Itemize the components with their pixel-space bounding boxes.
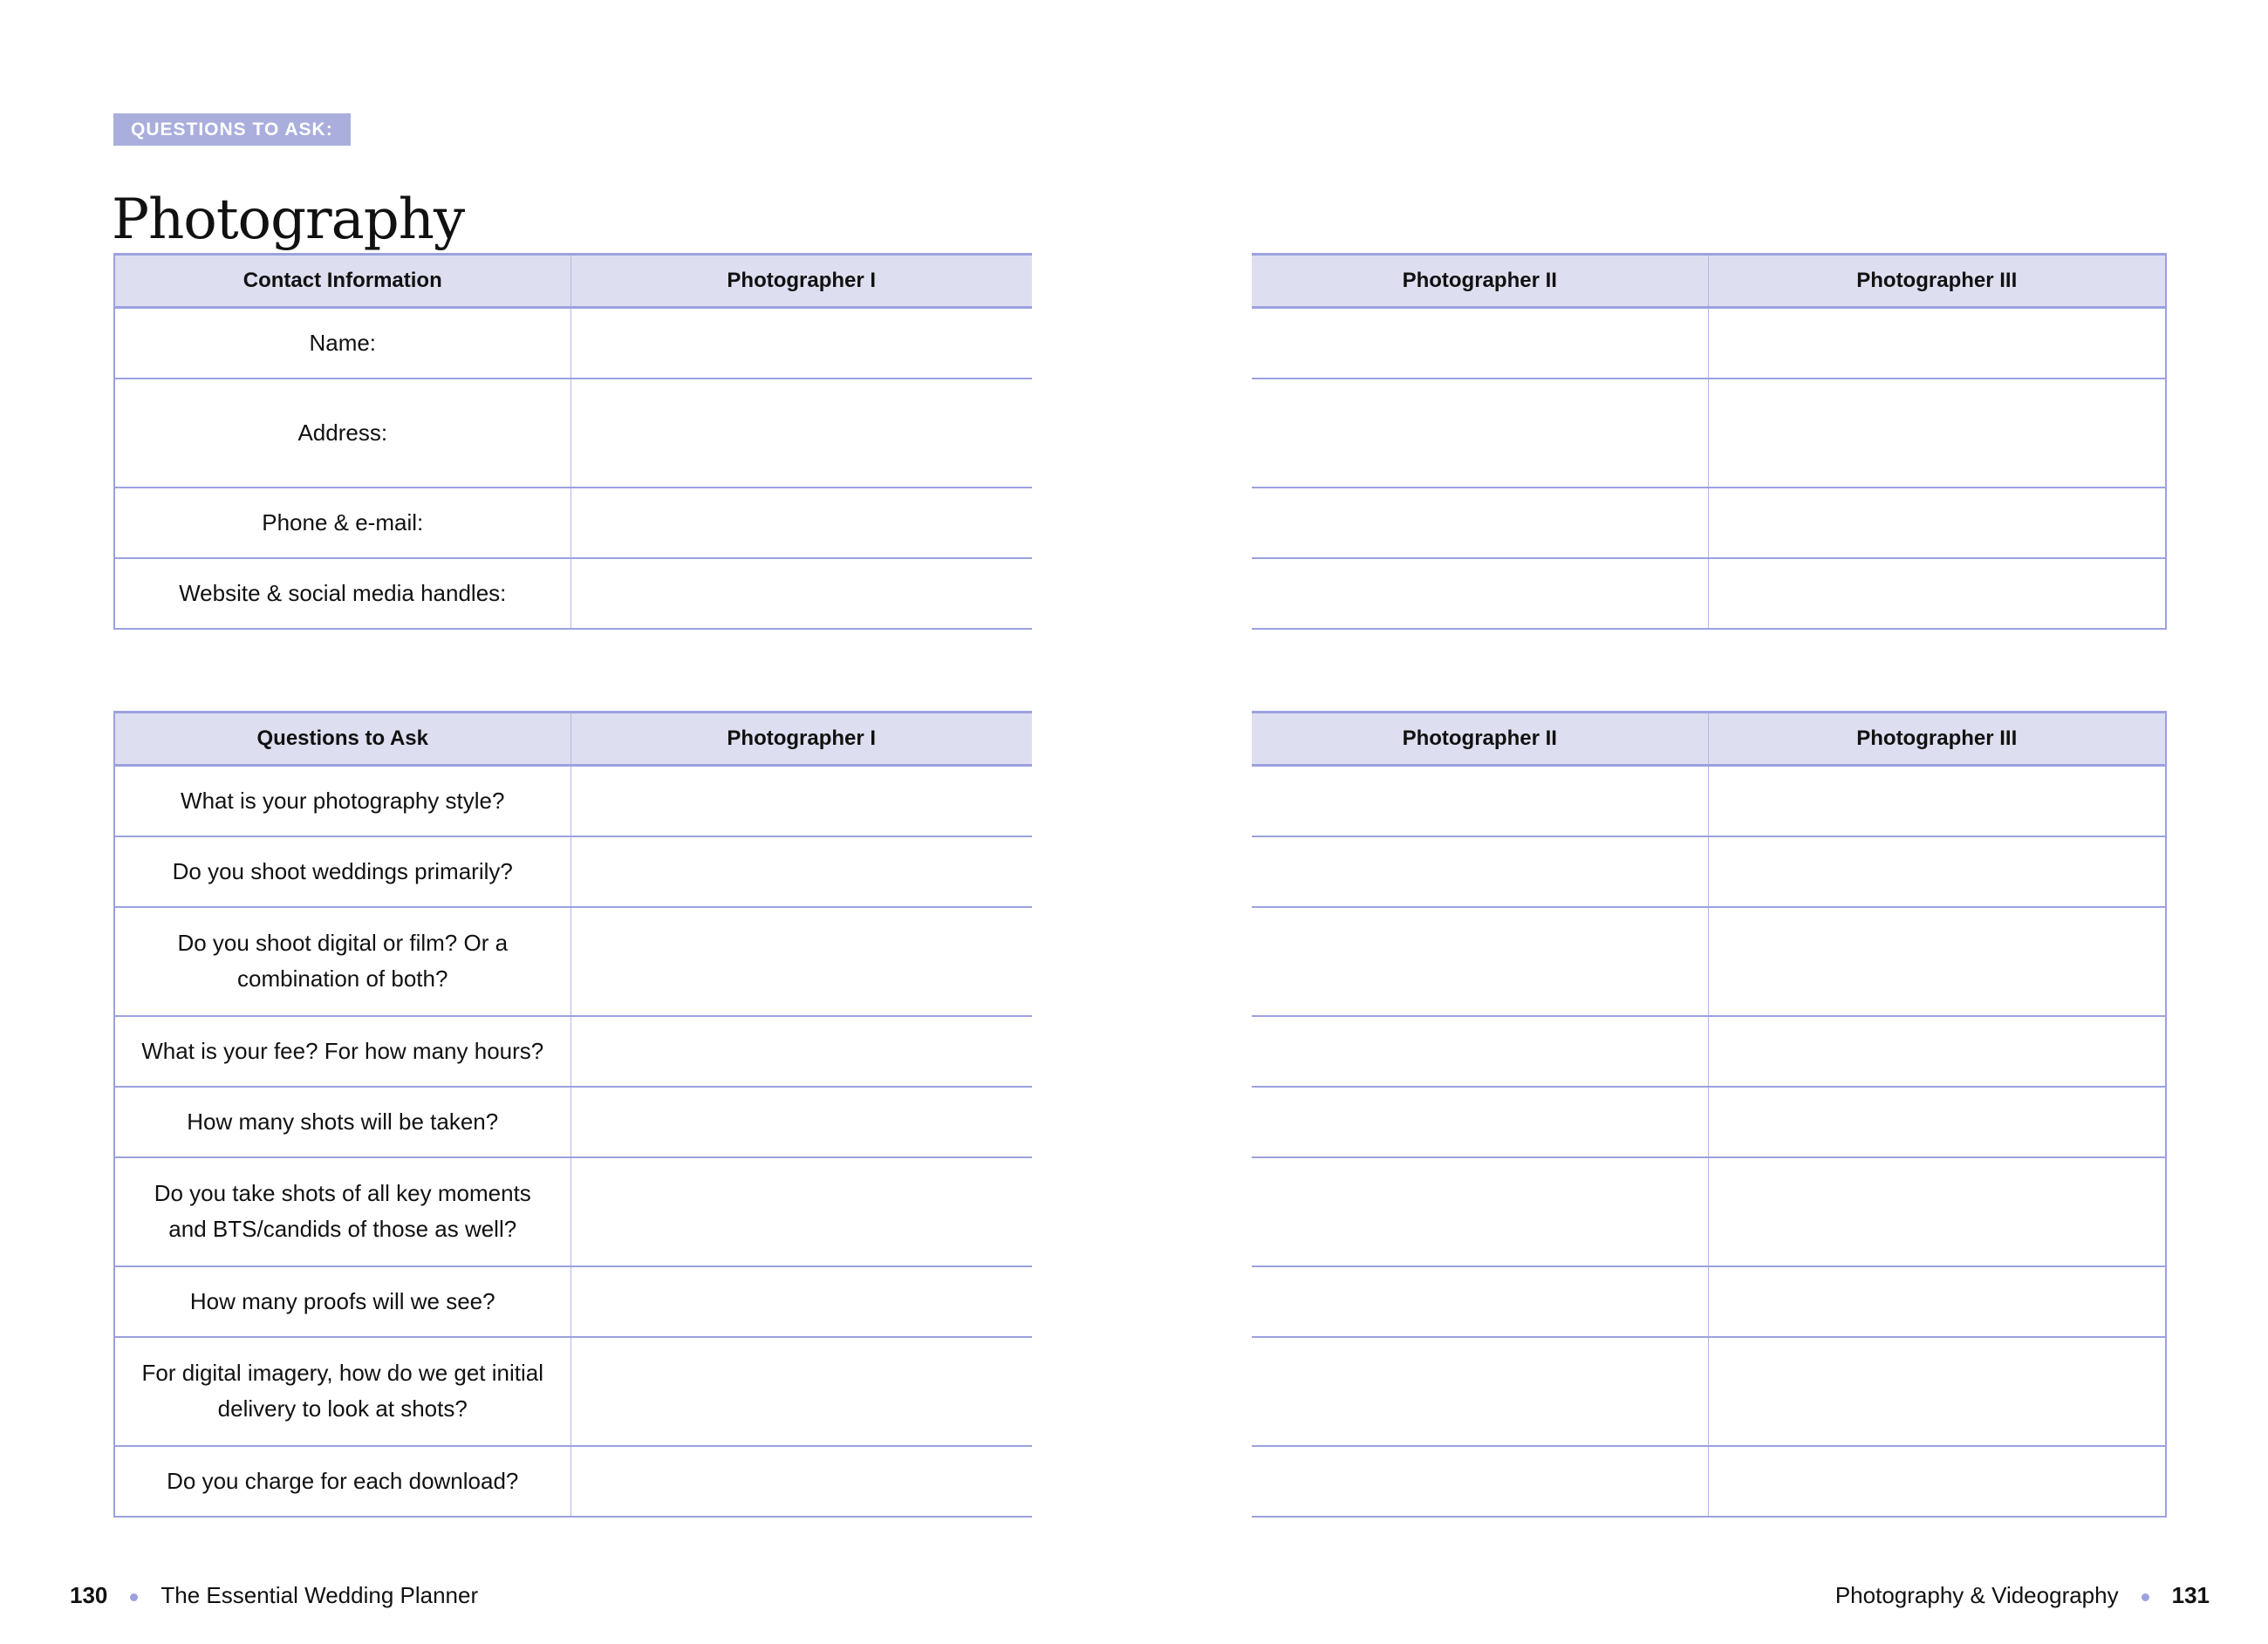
- answer-cell[interactable]: [570, 377, 1032, 488]
- questions-table-left: Questions to Ask Photographer I What is y…: [113, 711, 1032, 1518]
- footer-right: Photography & Videography 131: [1835, 1582, 2210, 1609]
- question-label: Do you shoot digital or film? Or a combi…: [113, 905, 570, 1017]
- row-label-address: Address:: [113, 377, 570, 488]
- answer-cell[interactable]: [1707, 835, 2167, 908]
- chapter-title: Photography & Videography: [1834, 1582, 2119, 1608]
- answer-cell[interactable]: [1252, 556, 1708, 630]
- answer-cell[interactable]: [1252, 1335, 1708, 1447]
- header-questions-to-ask: Questions to Ask: [113, 711, 570, 767]
- answer-cell[interactable]: [1252, 764, 1708, 837]
- answer-cell[interactable]: [1707, 764, 2167, 837]
- answer-cell[interactable]: [570, 1085, 1032, 1158]
- row-label-website: Website & social media handles:: [113, 556, 570, 630]
- answer-cell[interactable]: [1252, 905, 1708, 1017]
- answer-cell[interactable]: [1707, 306, 2167, 379]
- answer-cell[interactable]: [1252, 377, 1708, 488]
- answer-cell[interactable]: [570, 905, 1032, 1017]
- answer-cell[interactable]: [570, 1265, 1032, 1338]
- questions-table-right: Photographer II Photographer III: [1252, 711, 2167, 1518]
- bullet-dot-icon: [2141, 1593, 2149, 1601]
- header-photographer-3: Photographer III: [1707, 253, 2167, 309]
- answer-cell[interactable]: [570, 1014, 1032, 1088]
- question-label: Do you take shots of all key moments and…: [113, 1156, 570, 1267]
- answer-cell[interactable]: [570, 764, 1032, 837]
- page-number-left: 130: [70, 1582, 108, 1608]
- answer-cell[interactable]: [1252, 306, 1708, 379]
- answer-cell[interactable]: [570, 1444, 1032, 1518]
- contact-table-right: Photographer II Photographer III: [1252, 253, 2167, 630]
- question-label: Do you charge for each download?: [113, 1444, 570, 1518]
- row-label-name: Name:: [113, 306, 570, 379]
- footer-left: 130 The Essential Wedding Planner: [70, 1582, 478, 1609]
- question-label: What is your photography style?: [113, 764, 570, 837]
- answer-cell[interactable]: [570, 1335, 1032, 1447]
- answer-cell[interactable]: [1252, 486, 1708, 559]
- question-label: Do you shoot weddings primarily?: [113, 835, 570, 908]
- answer-cell[interactable]: [570, 486, 1032, 559]
- page-number-right: 131: [2171, 1582, 2210, 1608]
- answer-cell[interactable]: [570, 556, 1032, 630]
- header-photographer-2: Photographer II: [1252, 711, 1708, 767]
- header-photographer-1: Photographer I: [570, 253, 1032, 309]
- answer-cell[interactable]: [1707, 1265, 2167, 1338]
- question-label: How many shots will be taken?: [113, 1085, 570, 1158]
- question-label: How many proofs will we see?: [113, 1265, 570, 1338]
- answer-cell[interactable]: [1707, 1444, 2167, 1518]
- answer-cell[interactable]: [1252, 1265, 1708, 1338]
- header-photographer-2: Photographer II: [1252, 253, 1708, 309]
- answer-cell[interactable]: [1707, 556, 2167, 630]
- question-label: What is your fee? For how many hours?: [113, 1014, 570, 1088]
- header-contact-information: Contact Information: [113, 253, 570, 309]
- answer-cell[interactable]: [1252, 1156, 1708, 1267]
- answer-cell[interactable]: [1707, 377, 2167, 488]
- answer-cell[interactable]: [1707, 1156, 2167, 1267]
- answer-cell[interactable]: [570, 835, 1032, 908]
- page-title: Photography: [112, 187, 465, 252]
- answer-cell[interactable]: [1252, 1444, 1708, 1518]
- question-label: For digital imagery, how do we get initi…: [113, 1335, 570, 1447]
- answer-cell[interactable]: [1707, 905, 2167, 1017]
- answer-cell[interactable]: [1252, 835, 1708, 908]
- bullet-dot-icon: [130, 1593, 139, 1601]
- section-tag: QUESTIONS TO ASK:: [113, 113, 351, 146]
- answer-cell[interactable]: [1707, 1014, 2167, 1088]
- answer-cell[interactable]: [570, 1156, 1032, 1267]
- answer-cell[interactable]: [1707, 486, 2167, 559]
- answer-cell[interactable]: [1707, 1085, 2167, 1158]
- header-photographer-3: Photographer III: [1707, 711, 2167, 767]
- book-title: The Essential Wedding Planner: [161, 1582, 479, 1608]
- header-photographer-1: Photographer I: [570, 711, 1032, 767]
- answer-cell[interactable]: [1252, 1014, 1708, 1088]
- row-label-phone-email: Phone & e-mail:: [113, 486, 570, 559]
- answer-cell[interactable]: [1707, 1335, 2167, 1447]
- answer-cell[interactable]: [570, 306, 1032, 379]
- answer-cell[interactable]: [1252, 1085, 1708, 1158]
- contact-table-left: Contact Information Photographer I Name: …: [113, 253, 1032, 630]
